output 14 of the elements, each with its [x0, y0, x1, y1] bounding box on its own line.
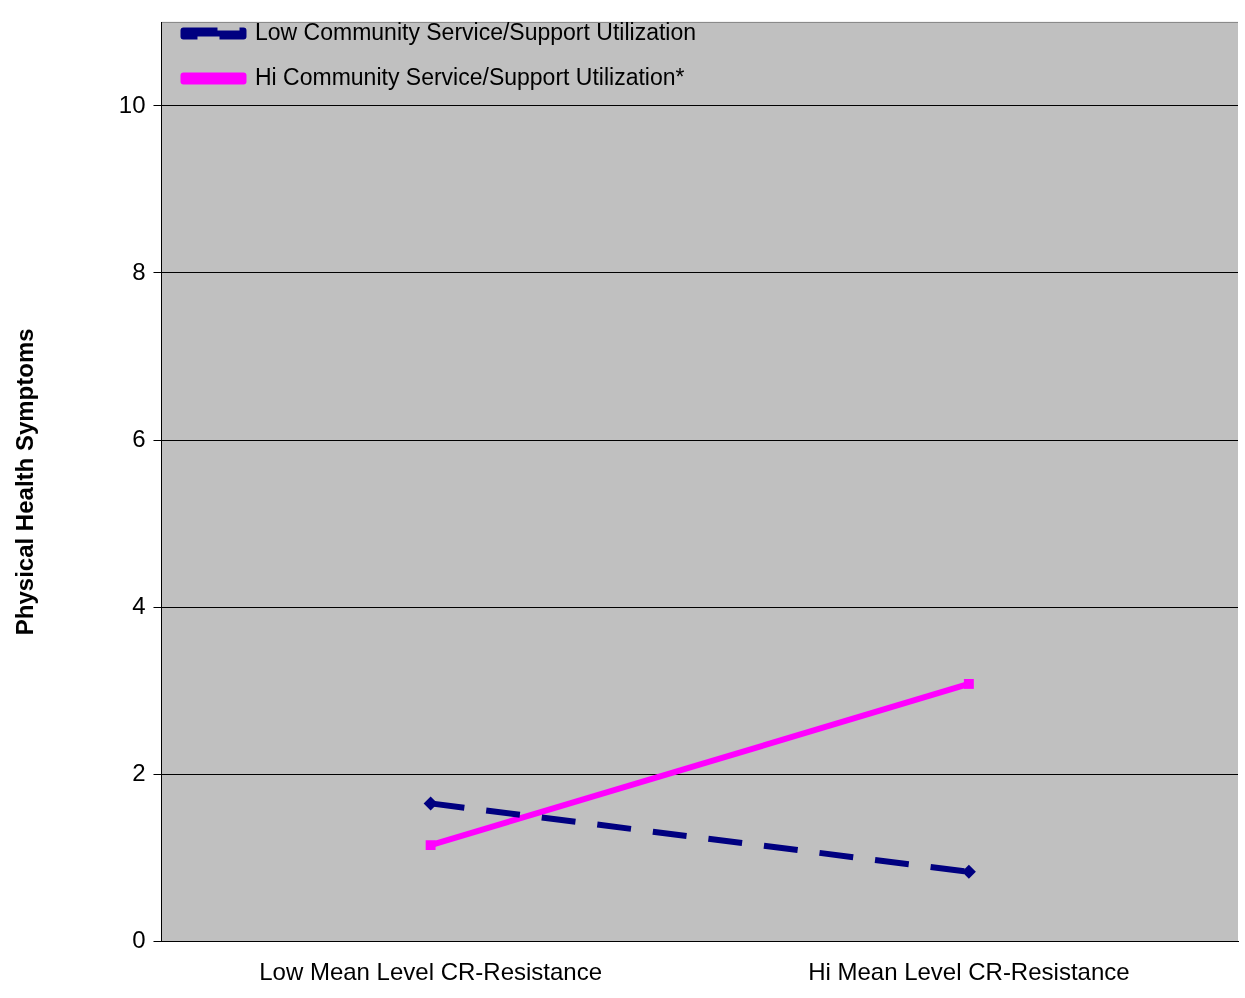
y-tick-label: 10	[118, 90, 146, 118]
legend-label: Low Community Service/Support Utilization	[255, 18, 697, 45]
point	[425, 840, 436, 851]
y-axis-title: Physical Health Symptoms	[11, 328, 39, 636]
y-tick-label: 6	[132, 424, 146, 452]
point	[963, 678, 974, 689]
x-tick-label: Low Mean Level CR-Resistance	[259, 958, 603, 986]
legend-label: Hi Community Service/Support Utilization*	[255, 63, 685, 90]
y-tick-label: 0	[132, 925, 146, 953]
y-tick-label: 2	[132, 758, 146, 786]
y-tick-label: 8	[132, 257, 146, 285]
point	[423, 796, 438, 811]
x-tick-label: Hi Mean Level CR-Resistance	[808, 958, 1130, 986]
y-tick-label: 4	[132, 591, 146, 619]
